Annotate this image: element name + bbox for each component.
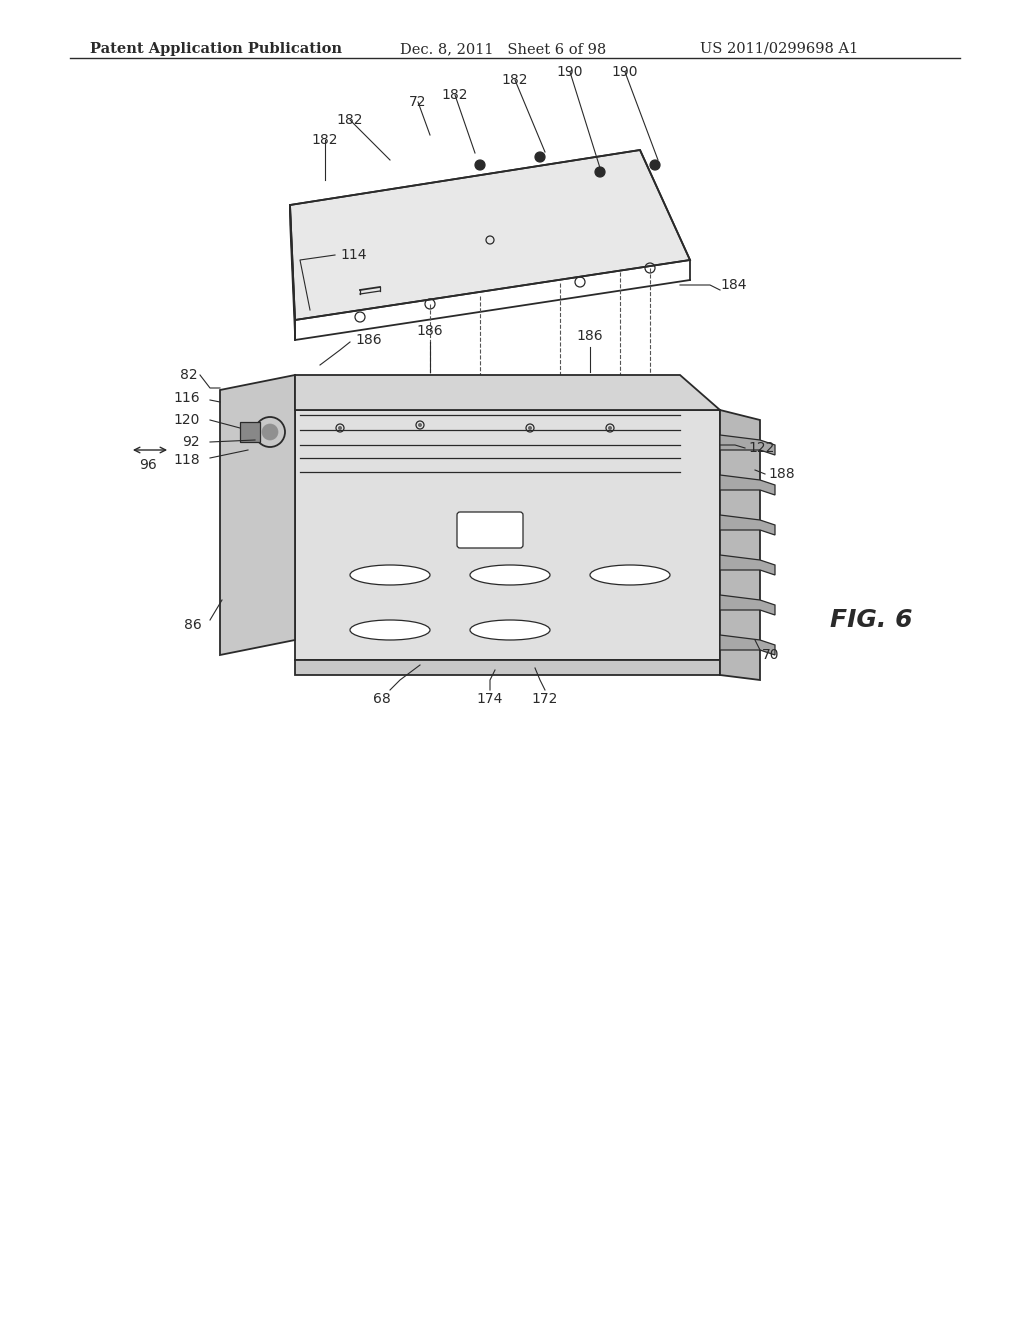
- Ellipse shape: [350, 565, 430, 585]
- Text: Patent Application Publication: Patent Application Publication: [90, 42, 342, 55]
- Text: FIG. 6: FIG. 6: [830, 609, 912, 632]
- Text: Dec. 8, 2011   Sheet 6 of 98: Dec. 8, 2011 Sheet 6 of 98: [400, 42, 606, 55]
- Circle shape: [475, 160, 485, 170]
- Text: 190: 190: [557, 65, 584, 79]
- Text: 182: 182: [337, 114, 364, 127]
- Text: 122: 122: [748, 441, 774, 455]
- Circle shape: [650, 160, 660, 170]
- Polygon shape: [220, 375, 295, 655]
- Text: 186: 186: [355, 333, 382, 347]
- Text: 82: 82: [180, 368, 198, 381]
- Text: 188: 188: [768, 467, 795, 480]
- Circle shape: [262, 424, 278, 440]
- Text: 182: 182: [502, 73, 528, 87]
- Polygon shape: [720, 436, 775, 455]
- Text: 186: 186: [577, 329, 603, 343]
- Polygon shape: [720, 475, 775, 495]
- Text: 114: 114: [340, 248, 367, 261]
- Text: 174: 174: [477, 692, 503, 706]
- Text: 182: 182: [441, 88, 468, 102]
- Polygon shape: [720, 515, 775, 535]
- Text: 118: 118: [173, 453, 200, 467]
- Circle shape: [338, 426, 342, 430]
- Text: 68: 68: [373, 692, 391, 706]
- Text: 172: 172: [531, 692, 558, 706]
- Bar: [240, 422, 260, 442]
- Text: 182: 182: [311, 133, 338, 147]
- Polygon shape: [295, 660, 720, 675]
- Text: 184: 184: [720, 279, 746, 292]
- Circle shape: [418, 422, 422, 426]
- Text: 92: 92: [182, 436, 200, 449]
- Text: 96: 96: [139, 458, 157, 473]
- Text: 120: 120: [174, 413, 200, 426]
- Polygon shape: [290, 205, 295, 341]
- Polygon shape: [720, 635, 775, 655]
- Text: 72: 72: [410, 95, 427, 110]
- Text: 190: 190: [611, 65, 638, 79]
- Polygon shape: [720, 411, 760, 680]
- Text: 86: 86: [184, 618, 202, 632]
- Text: 116: 116: [173, 391, 200, 405]
- Polygon shape: [720, 554, 775, 576]
- Text: 70: 70: [762, 648, 779, 663]
- Ellipse shape: [590, 565, 670, 585]
- Circle shape: [608, 426, 612, 430]
- FancyBboxPatch shape: [457, 512, 523, 548]
- Text: 186: 186: [417, 323, 443, 338]
- Circle shape: [595, 168, 605, 177]
- Polygon shape: [295, 375, 720, 411]
- Polygon shape: [295, 411, 720, 660]
- Ellipse shape: [470, 565, 550, 585]
- Ellipse shape: [470, 620, 550, 640]
- Polygon shape: [720, 595, 775, 615]
- Polygon shape: [290, 150, 690, 319]
- Circle shape: [535, 152, 545, 162]
- Ellipse shape: [350, 620, 430, 640]
- Circle shape: [528, 426, 532, 430]
- Text: US 2011/0299698 A1: US 2011/0299698 A1: [700, 42, 858, 55]
